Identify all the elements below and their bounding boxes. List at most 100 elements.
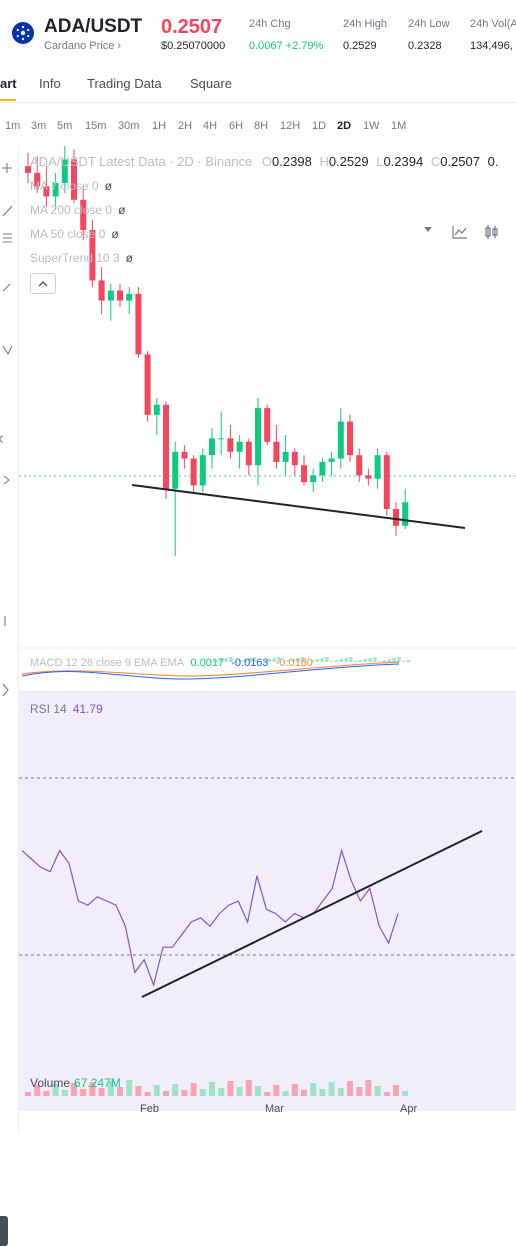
volume-bar bbox=[25, 1092, 31, 1096]
macd-bar bbox=[368, 658, 371, 662]
volume-bar bbox=[356, 1087, 362, 1096]
drawer-handle[interactable] bbox=[0, 1216, 8, 1246]
tab-square[interactable]: Square bbox=[190, 76, 232, 91]
indicator-row-supertrend[interactable]: SuperTrend 10 3 ø bbox=[30, 251, 133, 265]
candle-down bbox=[117, 291, 123, 301]
interval-5m[interactable]: 5m bbox=[57, 120, 72, 132]
stat-24h-vol-value: 134,496, bbox=[470, 40, 513, 52]
tab-trading-data[interactable]: Trading Data bbox=[87, 76, 162, 91]
price-trendline bbox=[132, 485, 465, 528]
candle-down bbox=[227, 438, 233, 451]
eye-hidden-icon[interactable]: ø bbox=[118, 203, 125, 217]
section-tabs: art Info Trading Data Square bbox=[0, 64, 516, 103]
interval-1d[interactable]: 1D bbox=[312, 120, 326, 132]
rsi-label: RSI 14 bbox=[30, 702, 67, 716]
ohlc-high-label: H bbox=[319, 154, 328, 169]
volume-bar bbox=[191, 1083, 197, 1096]
candle-up bbox=[255, 408, 261, 465]
macd-legend: MACD 12 26 close 9 EMA EMA 0.0017 -0.016… bbox=[30, 657, 313, 669]
interval-3m[interactable]: 3m bbox=[31, 120, 46, 132]
interval-15m[interactable]: 15m bbox=[85, 120, 106, 132]
candle-up bbox=[283, 452, 289, 462]
macd-bar bbox=[383, 660, 386, 662]
volume-bar bbox=[329, 1082, 335, 1096]
pair-title[interactable]: ADA/USDT bbox=[44, 16, 142, 38]
volume-bar bbox=[384, 1092, 390, 1096]
volume-bar bbox=[310, 1083, 316, 1096]
interval-12h[interactable]: 12H bbox=[280, 120, 300, 132]
volume-bar bbox=[273, 1085, 279, 1096]
interval-1h[interactable]: 1H bbox=[152, 120, 166, 132]
collapse-indicators-button[interactable] bbox=[30, 273, 56, 294]
rsi-value: 41.79 bbox=[73, 702, 103, 716]
interval-4h[interactable]: 4H bbox=[203, 120, 217, 132]
candle-down bbox=[384, 455, 390, 509]
ohlc-low: 0.2394 bbox=[383, 154, 423, 169]
interval-30m[interactable]: 30m bbox=[118, 120, 139, 132]
macd-bar bbox=[335, 660, 338, 662]
macd-bar bbox=[325, 657, 328, 662]
macd-bar bbox=[364, 659, 367, 662]
ohlc-close-label: C bbox=[431, 154, 440, 169]
indicator-row-ma50[interactable]: MA 50 close 0 ø bbox=[30, 227, 119, 241]
candle-up bbox=[108, 291, 114, 301]
candle-down bbox=[163, 405, 169, 489]
rsi-panel-background bbox=[19, 691, 516, 1111]
candle-up bbox=[218, 438, 224, 439]
indicator-row-ma7[interactable]: MA 7 close 0 ø bbox=[30, 179, 112, 193]
candle-down bbox=[301, 465, 307, 482]
eye-hidden-icon[interactable]: ø bbox=[111, 227, 118, 241]
macd-signal-value: -0.0180 bbox=[276, 657, 313, 669]
coin-price-link[interactable]: Cardano Price › bbox=[44, 40, 121, 52]
candle-down bbox=[292, 452, 298, 465]
indicator-row-ma200[interactable]: MA 200 close 0 ø bbox=[30, 203, 125, 217]
volume-bar bbox=[402, 1091, 408, 1096]
volume-bar bbox=[347, 1081, 353, 1096]
stat-24h-low-value: 0.2328 bbox=[408, 40, 442, 52]
candle-up bbox=[172, 452, 178, 489]
candle-up bbox=[310, 475, 316, 482]
lock-icon bbox=[3, 684, 8, 696]
macd-bar bbox=[340, 659, 343, 662]
interval-8h[interactable]: 8H bbox=[254, 120, 268, 132]
volume-bar bbox=[375, 1086, 381, 1096]
candle-down bbox=[264, 408, 270, 442]
volume-bar bbox=[264, 1092, 270, 1096]
ohlc-high: 0.2529 bbox=[329, 154, 369, 169]
macd-bar bbox=[402, 661, 405, 662]
volume-bar bbox=[43, 1091, 49, 1096]
ohlc-tail: 0. bbox=[488, 154, 499, 169]
interval-2h[interactable]: 2H bbox=[178, 120, 192, 132]
candle-up bbox=[329, 459, 335, 462]
candle-down bbox=[145, 354, 151, 414]
interval-1m-month[interactable]: 1M bbox=[391, 120, 406, 132]
tab-chart[interactable]: art bbox=[0, 76, 17, 91]
interval-6h[interactable]: 6H bbox=[229, 120, 243, 132]
volume-bar bbox=[126, 1080, 132, 1096]
cardano-logo-icon bbox=[12, 22, 34, 44]
volume-bar bbox=[393, 1085, 399, 1096]
volume-bar bbox=[237, 1087, 243, 1096]
interval-1m[interactable]: 1m bbox=[5, 120, 20, 132]
tab-info[interactable]: Info bbox=[39, 76, 61, 91]
axis-month-mar: Mar bbox=[265, 1103, 284, 1115]
macd-bar bbox=[316, 659, 319, 662]
stat-24h-change-label: 24h Chg bbox=[249, 18, 291, 30]
interval-1w[interactable]: 1W bbox=[363, 120, 380, 132]
ohlc-close: 0.2507 bbox=[440, 154, 480, 169]
macd-bar bbox=[378, 661, 381, 662]
candle-down bbox=[356, 455, 362, 475]
chart-area[interactable]: ADA/USDT Latest Data · 2D · Binance O0.2… bbox=[19, 146, 516, 1132]
eye-hidden-icon[interactable]: ø bbox=[105, 179, 112, 193]
macd-bar bbox=[320, 658, 323, 662]
volume-bar bbox=[292, 1084, 298, 1096]
interval-2d[interactable]: 2D bbox=[337, 120, 351, 132]
candle-up bbox=[375, 455, 381, 479]
rsi-legend: RSI 14 41.79 bbox=[30, 702, 103, 716]
stat-24h-high-value: 0.2529 bbox=[343, 40, 377, 52]
stat-24h-vol-label: 24h Vol(A bbox=[470, 18, 516, 30]
active-tab-indicator bbox=[0, 99, 16, 101]
crosshair-icon bbox=[2, 163, 12, 173]
indicator-label: MA 200 close 0 bbox=[30, 203, 112, 217]
eye-hidden-icon[interactable]: ø bbox=[126, 251, 133, 265]
